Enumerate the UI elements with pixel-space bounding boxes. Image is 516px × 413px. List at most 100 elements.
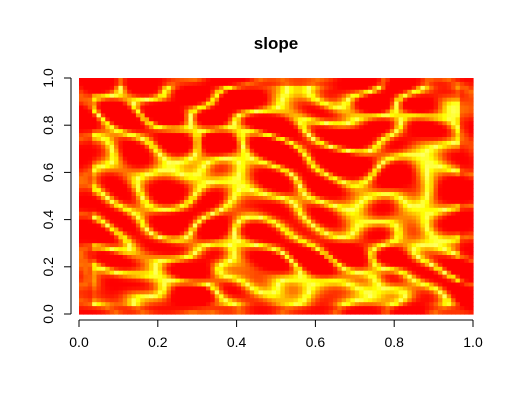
heatmap-cell: [319, 196, 325, 201]
heatmap-cell: [402, 219, 408, 225]
heatmap-cell: [429, 172, 435, 177]
heatmap-cell: [214, 199, 220, 205]
heatmap-cell: [289, 172, 295, 177]
heatmap-cell: [109, 278, 115, 284]
heatmap-cell: [359, 117, 365, 122]
heatmap-cell: [131, 176, 137, 181]
heatmap-cell: [350, 255, 356, 260]
heatmap-cell: [302, 109, 308, 114]
heatmap-cell: [83, 164, 89, 170]
heatmap-cell: [341, 196, 347, 201]
heatmap-cell: [131, 113, 137, 118]
heatmap-cell: [402, 97, 408, 103]
heatmap-cell: [367, 243, 373, 248]
heatmap-cell: [337, 235, 343, 240]
heatmap-cell: [372, 168, 378, 173]
heatmap-cell: [122, 223, 128, 229]
heatmap-cell: [87, 247, 93, 252]
heatmap-cell: [232, 93, 238, 99]
heatmap-cell: [179, 247, 185, 252]
heatmap-cell: [201, 164, 207, 170]
heatmap-cell: [153, 140, 159, 146]
heatmap-cell: [105, 133, 111, 138]
heatmap-cell: [363, 270, 369, 276]
heatmap-cell: [162, 121, 168, 126]
heatmap-cell: [184, 282, 190, 288]
heatmap-cell: [424, 235, 430, 240]
heatmap-cell: [337, 89, 343, 95]
heatmap-cell: [105, 223, 111, 229]
heatmap-cell: [170, 160, 176, 166]
heatmap-cell: [105, 239, 111, 244]
heatmap-cell: [258, 278, 264, 284]
heatmap-cell: [328, 121, 334, 126]
heatmap-cell: [114, 239, 119, 244]
heatmap-cell: [240, 235, 246, 240]
heatmap-cell: [131, 199, 137, 205]
heatmap-cell: [240, 270, 246, 276]
heatmap-cell: [416, 97, 422, 103]
heatmap-cell: [140, 113, 146, 118]
heatmap-cell: [416, 290, 422, 295]
heatmap-cell: [175, 262, 181, 268]
heatmap-cell: [240, 274, 246, 280]
heatmap-cell: [153, 215, 159, 221]
heatmap-cell: [122, 109, 128, 114]
heatmap-cell: [451, 270, 457, 276]
heatmap-cell: [332, 129, 338, 134]
heatmap-cell: [297, 188, 303, 193]
heatmap-cell: [459, 274, 465, 280]
heatmap-cell: [166, 117, 172, 122]
heatmap-cell: [149, 243, 155, 248]
heatmap-cell: [144, 255, 150, 260]
heatmap-cell: [455, 148, 461, 154]
heatmap-cell: [175, 223, 181, 229]
heatmap-cell: [109, 101, 115, 107]
heatmap-cell: [258, 243, 264, 248]
heatmap-cell: [407, 160, 413, 166]
heatmap-cell: [276, 243, 281, 248]
heatmap-cell: [262, 160, 268, 166]
heatmap-cell: [214, 184, 220, 189]
heatmap-cell: [442, 168, 448, 173]
heatmap-cell: [451, 85, 457, 91]
heatmap-cell: [100, 255, 106, 260]
heatmap-cell: [249, 255, 255, 260]
heatmap-cell: [87, 168, 93, 173]
heatmap-cell: [214, 255, 220, 260]
heatmap-cell: [166, 231, 172, 236]
heatmap-cell: [166, 101, 172, 107]
heatmap-cell: [184, 168, 190, 173]
heatmap-cell: [328, 137, 334, 142]
heatmap-cell: [127, 223, 133, 229]
heatmap-cell: [311, 148, 316, 154]
heatmap-cell: [96, 262, 102, 268]
heatmap-cell: [451, 231, 457, 236]
heatmap-cell: [162, 89, 168, 95]
heatmap-cell: [184, 274, 190, 280]
heatmap-cell: [363, 266, 369, 272]
heatmap-cell: [249, 109, 255, 114]
heatmap-cell: [131, 85, 137, 91]
heatmap-cell: [184, 258, 190, 264]
heatmap-cell: [324, 144, 330, 150]
heatmap-cell: [381, 286, 387, 291]
heatmap-cell: [201, 89, 207, 95]
heatmap-cell: [451, 243, 457, 248]
heatmap-cell: [389, 101, 395, 107]
heatmap-cell: [429, 152, 435, 158]
heatmap-cell: [197, 125, 203, 130]
heatmap-cell: [451, 97, 457, 103]
heatmap-cell: [192, 223, 198, 229]
heatmap-cell: [118, 207, 124, 213]
heatmap-cell: [144, 133, 150, 138]
heatmap-cell: [223, 223, 229, 229]
heatmap-cell: [429, 266, 435, 272]
heatmap-cell: [306, 223, 312, 229]
heatmap-cell: [184, 140, 190, 146]
heatmap-cell: [153, 278, 159, 284]
heatmap-cell: [381, 270, 387, 276]
heatmap-cell: [416, 203, 422, 209]
heatmap-cell: [122, 113, 128, 118]
heatmap-cell: [455, 180, 461, 185]
